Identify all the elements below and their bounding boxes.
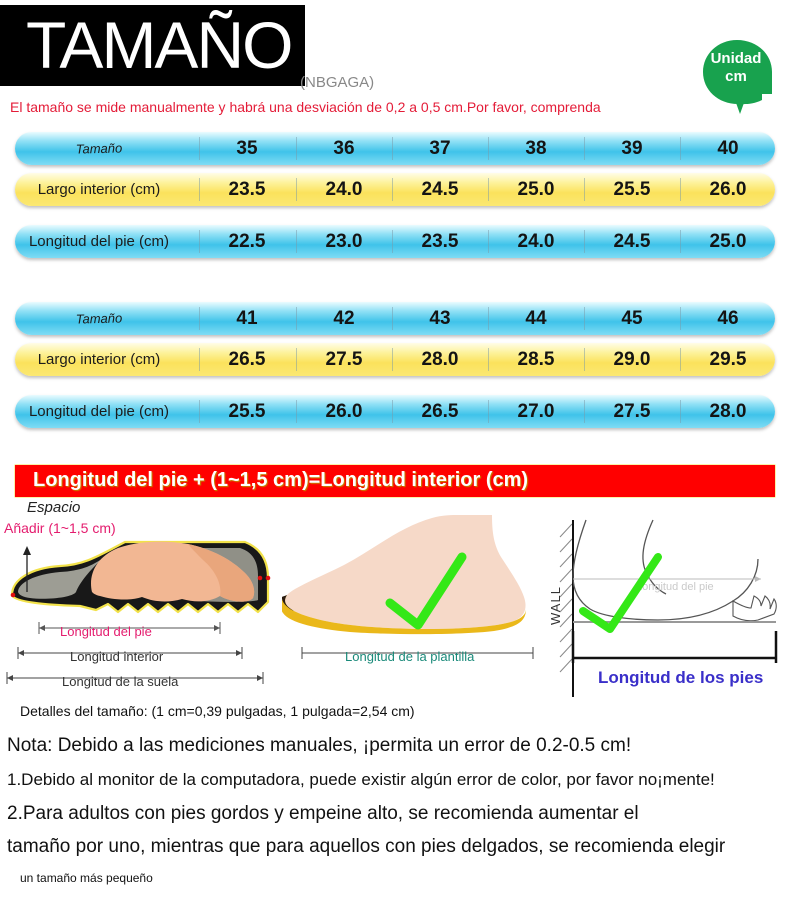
svg-text:Longitud del pie: Longitud del pie	[636, 581, 714, 593]
